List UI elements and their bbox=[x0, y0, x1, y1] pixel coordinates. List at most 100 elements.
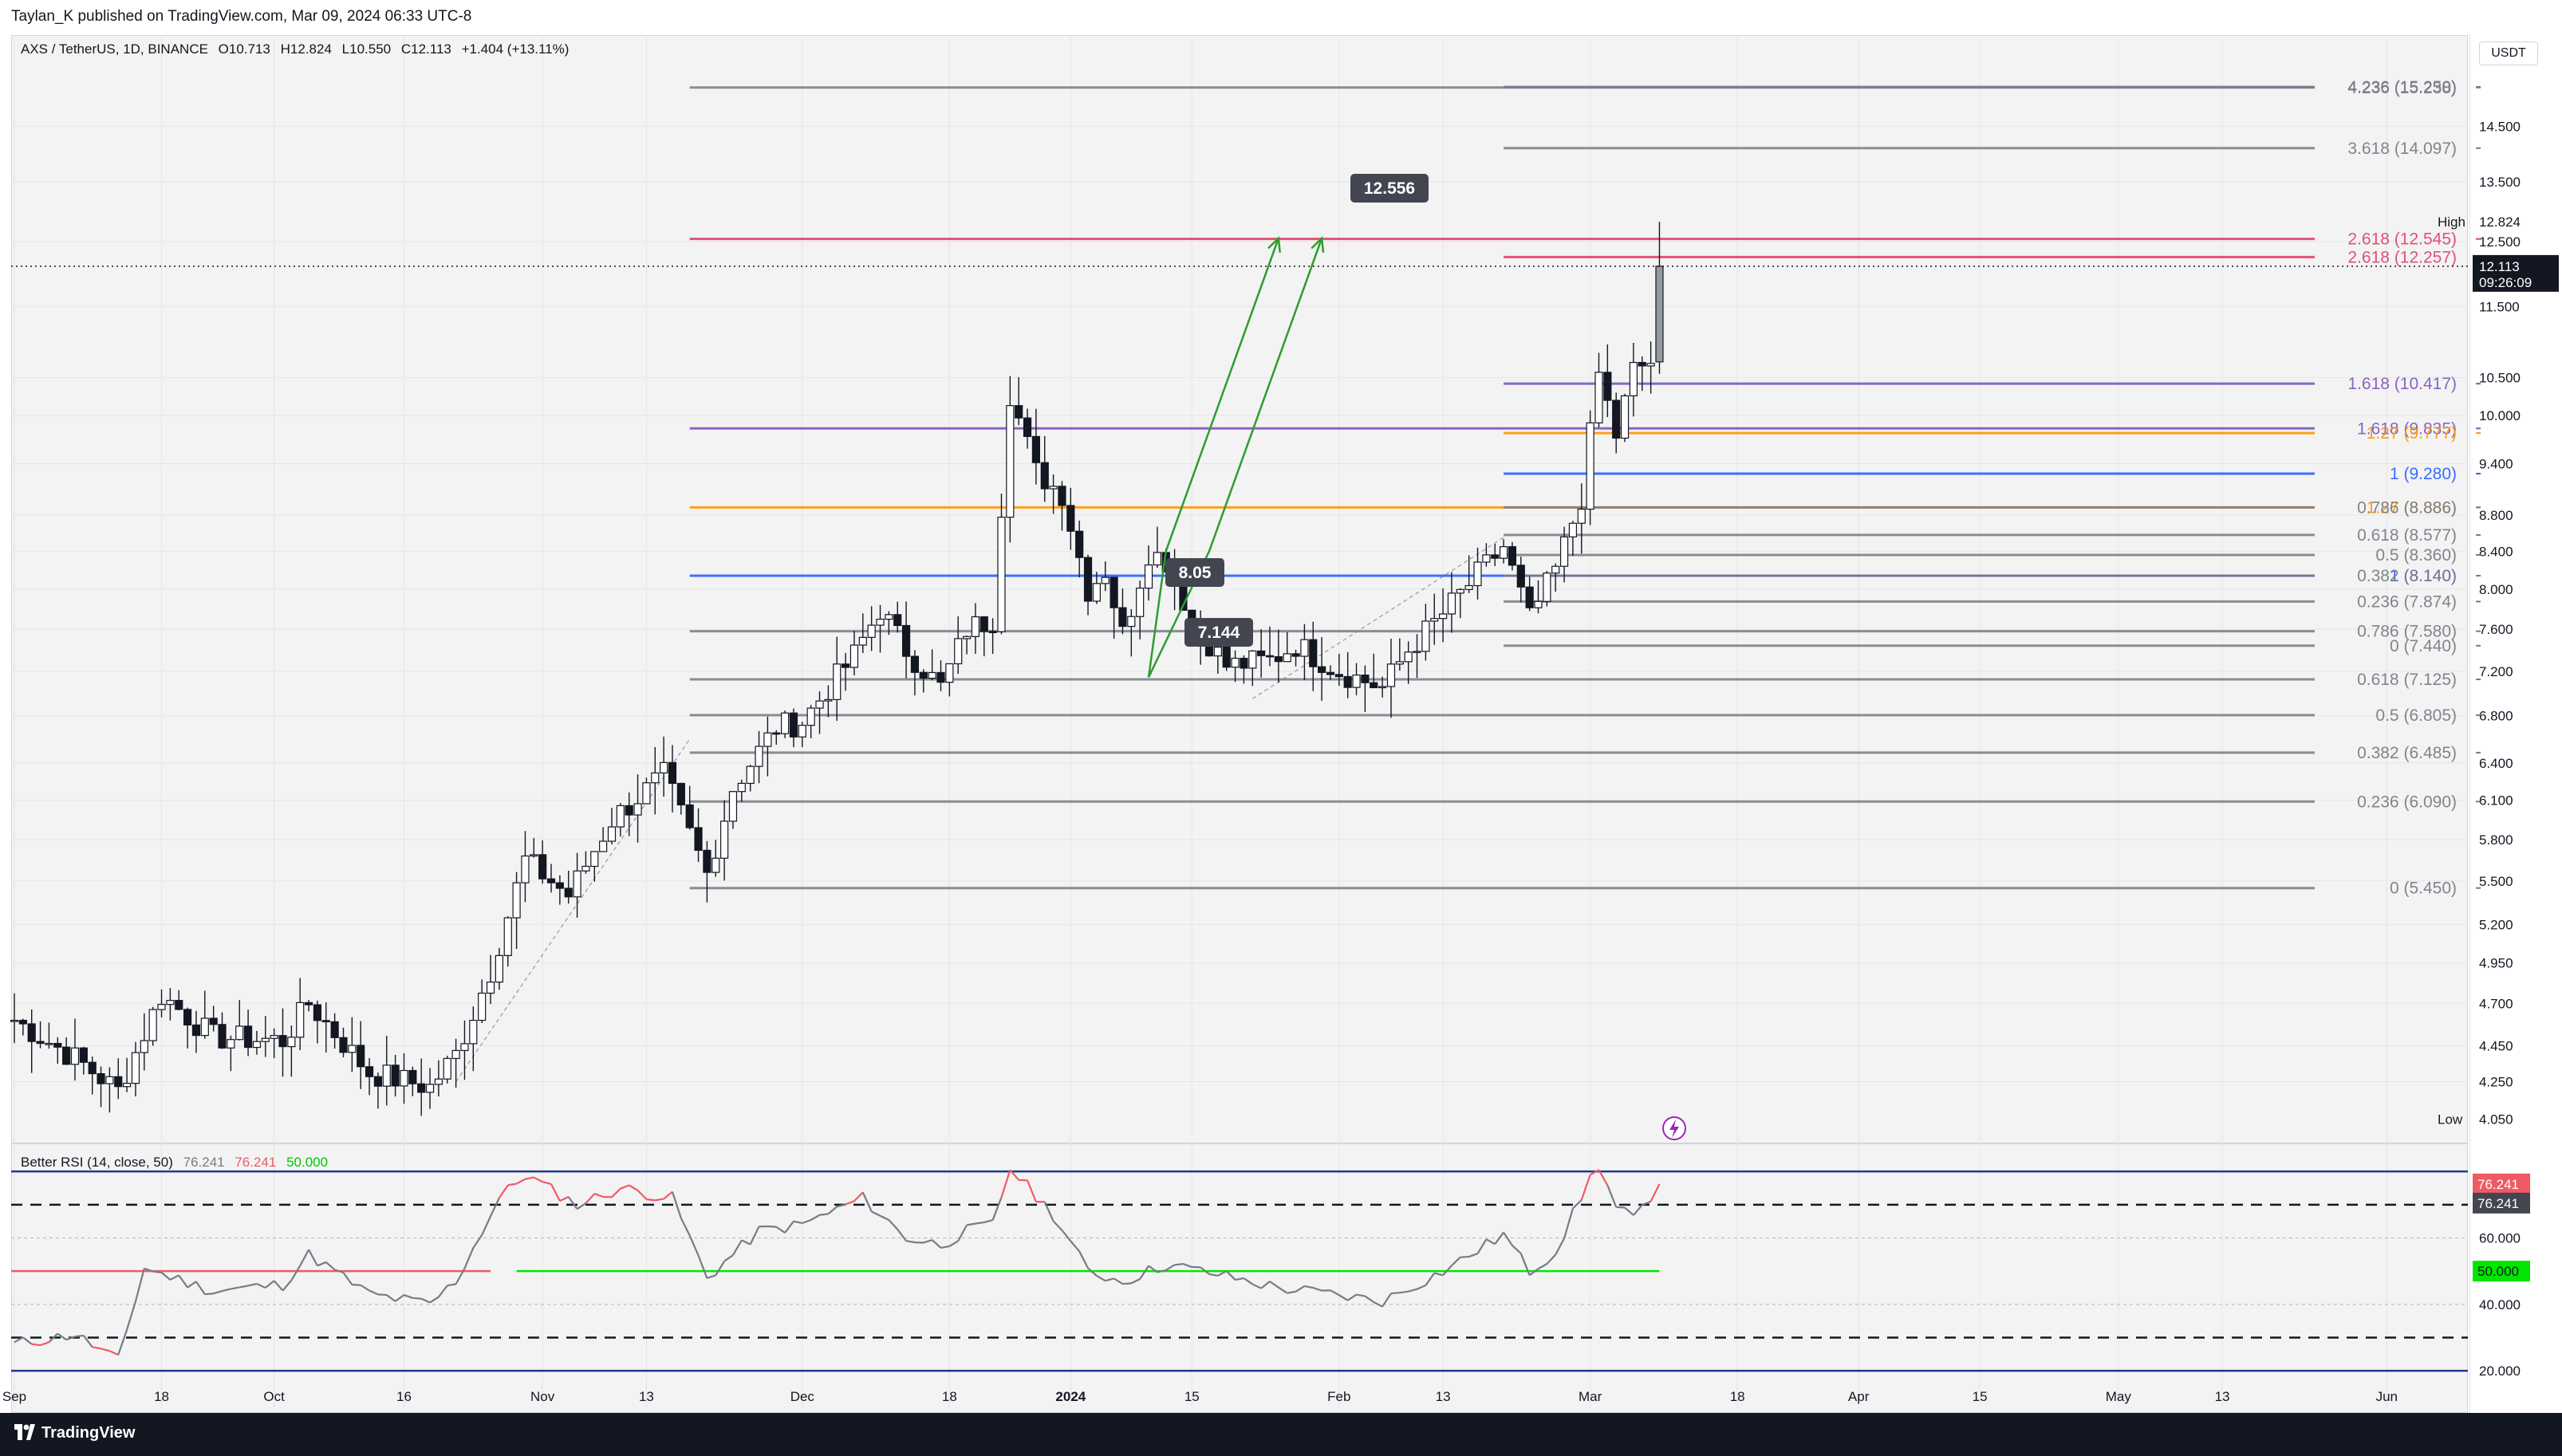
symbol-name[interactable]: AXS / TetherUS, 1D, BINANCE bbox=[21, 41, 208, 57]
candle bbox=[599, 827, 608, 852]
candle-body bbox=[1058, 486, 1066, 506]
rsi-line-segment bbox=[438, 1285, 448, 1298]
x-tick-label-2: Oct bbox=[263, 1389, 285, 1404]
callout-0: 12.556 bbox=[1350, 174, 1429, 203]
rsi-line-segment bbox=[169, 1274, 179, 1281]
rsi-line-segment bbox=[40, 1341, 49, 1347]
candle-body bbox=[417, 1083, 426, 1093]
candle bbox=[1534, 580, 1543, 614]
candle bbox=[218, 1012, 227, 1049]
candle-body bbox=[1257, 650, 1266, 656]
candle bbox=[979, 616, 988, 657]
rsi-line-segment bbox=[533, 1176, 543, 1183]
brand-name: TradingView bbox=[41, 1424, 136, 1442]
candle-body bbox=[876, 618, 885, 626]
candle-body bbox=[815, 700, 824, 709]
rsi-line-segment bbox=[576, 1202, 587, 1210]
x-tick-label-6: Dec bbox=[790, 1389, 815, 1404]
fib-level-label-1-1: 3.618 (14.097) bbox=[2347, 140, 2457, 158]
rsi-line-segment bbox=[983, 1219, 993, 1223]
candle bbox=[694, 808, 703, 862]
rsi-line-segment bbox=[629, 1184, 639, 1191]
rsi-line-segment bbox=[222, 1288, 231, 1293]
candle bbox=[885, 611, 893, 636]
chart-pane[interactable] bbox=[11, 35, 2468, 1413]
rsi-line-segment bbox=[273, 1280, 284, 1292]
candle-body bbox=[1031, 435, 1041, 463]
candle bbox=[53, 1037, 62, 1064]
candle-body bbox=[1568, 522, 1578, 537]
candle-body bbox=[1040, 462, 1049, 490]
candle-body bbox=[573, 870, 581, 898]
candle-body bbox=[53, 1042, 62, 1048]
candle bbox=[815, 691, 824, 734]
candle bbox=[235, 1000, 244, 1041]
candle bbox=[1153, 526, 1161, 569]
rsi-line-segment bbox=[101, 1348, 110, 1352]
candle bbox=[503, 916, 512, 967]
candle bbox=[425, 1068, 435, 1109]
projection-arrow-1 bbox=[1147, 238, 1323, 678]
rsi-line-segment bbox=[585, 1193, 596, 1204]
candle-body bbox=[971, 616, 980, 637]
rsi-line-segment bbox=[550, 1183, 561, 1202]
candle-body bbox=[625, 805, 633, 816]
candle-body bbox=[252, 1041, 262, 1049]
rsi-line-segment bbox=[1312, 1287, 1322, 1292]
candle-body bbox=[1404, 651, 1413, 663]
rsi-line-segment bbox=[187, 1281, 197, 1289]
rsi-line-segment bbox=[1642, 1200, 1652, 1206]
candle-body bbox=[1101, 576, 1110, 584]
candle-body bbox=[746, 765, 755, 785]
candle bbox=[1430, 593, 1439, 645]
candle bbox=[755, 730, 763, 784]
candle-body bbox=[1092, 583, 1101, 602]
rsi-line-segment bbox=[775, 1226, 786, 1234]
candle bbox=[460, 1020, 469, 1080]
candle-body bbox=[1577, 508, 1586, 524]
ohlc-change: +1.404 (+13.11%) bbox=[461, 41, 570, 57]
price-tick-label-4: 10.500 bbox=[2479, 370, 2521, 385]
rsi-indicator-name[interactable]: Better RSI (14, close, 50) bbox=[21, 1155, 173, 1170]
candle-body bbox=[296, 1001, 305, 1038]
candle bbox=[1438, 588, 1448, 643]
rsi-legend: Better RSI (14, close, 50) 76.241 76.241… bbox=[21, 1155, 334, 1171]
candle-body bbox=[218, 1024, 227, 1049]
candle-body bbox=[270, 1035, 278, 1039]
candle bbox=[70, 1018, 80, 1081]
price-tick-label-13: 6.400 bbox=[2479, 756, 2513, 771]
rsi-line-segment bbox=[871, 1210, 881, 1217]
rsi-line-segment bbox=[966, 1222, 976, 1226]
candle-body bbox=[546, 878, 556, 883]
callout-box bbox=[1184, 618, 1253, 647]
rsi-line-segment bbox=[231, 1286, 240, 1290]
rsi-line-segment bbox=[975, 1221, 984, 1225]
rsi-value-2: 76.241 bbox=[235, 1155, 277, 1170]
rsi-line-segment bbox=[853, 1191, 864, 1202]
rsi-line-segment bbox=[48, 1332, 59, 1344]
candle bbox=[798, 722, 806, 748]
candle bbox=[434, 1060, 443, 1097]
currency-button[interactable]: USDT bbox=[2479, 41, 2538, 65]
projection-arrow-0 bbox=[1147, 238, 1280, 678]
candle bbox=[391, 1054, 400, 1097]
candle-body bbox=[720, 820, 729, 859]
candle bbox=[1421, 604, 1430, 661]
candle-body bbox=[633, 803, 642, 816]
price-tick-label-20: 4.450 bbox=[2479, 1039, 2513, 1054]
candle-body bbox=[599, 840, 608, 852]
candle bbox=[997, 494, 1006, 635]
price-tick-label-8: 8.400 bbox=[2479, 544, 2513, 559]
candle-body bbox=[1638, 361, 1646, 367]
candle-body bbox=[45, 1042, 53, 1045]
x-tick-label-11: 13 bbox=[1436, 1389, 1451, 1404]
rsi-line-segment bbox=[1217, 1270, 1228, 1277]
rsi-tick-label-1: 40.000 bbox=[2479, 1297, 2521, 1312]
candle-body bbox=[954, 638, 963, 665]
candle-body bbox=[1421, 620, 1430, 652]
rsi-line-segment bbox=[880, 1214, 889, 1221]
callout-text: 12.556 bbox=[1364, 179, 1415, 198]
rsi-line-segment bbox=[1000, 1170, 1011, 1198]
candle-body bbox=[694, 827, 703, 852]
